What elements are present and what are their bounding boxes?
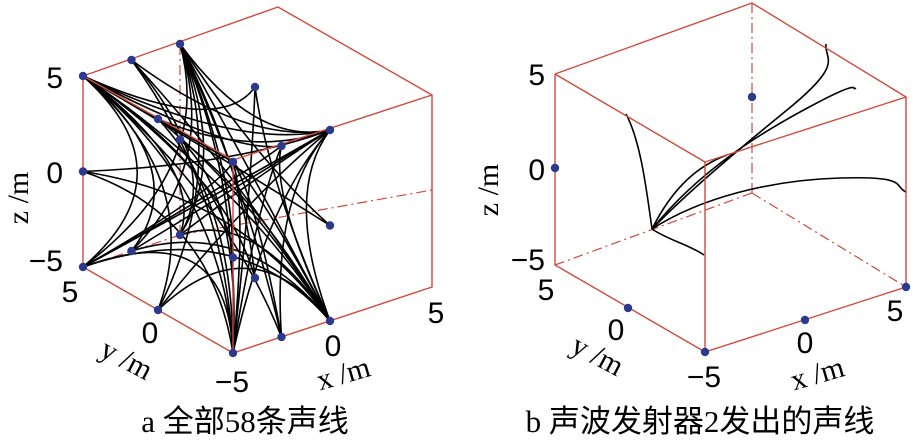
x-tick-0: 0 <box>325 330 342 363</box>
emitter-marker <box>277 141 286 151</box>
ray <box>82 75 331 227</box>
emitter-marker <box>277 332 286 342</box>
emitter-marker <box>250 273 260 283</box>
ray <box>179 43 205 236</box>
y-tick-neg5: −5 <box>687 361 721 394</box>
ray <box>130 59 195 236</box>
ray <box>157 118 234 354</box>
ray <box>82 170 234 354</box>
ray <box>82 170 331 322</box>
x-tick-0: 0 <box>797 327 814 360</box>
x-axis-label: x /m <box>313 351 374 398</box>
emitter-marker <box>153 305 163 315</box>
ray <box>179 229 331 322</box>
ray <box>131 59 331 134</box>
ray-4 <box>625 113 653 230</box>
ray <box>82 75 331 136</box>
ray <box>82 75 138 268</box>
emitter-marker <box>175 135 185 144</box>
ray-3 <box>651 176 907 230</box>
panel-a: 5 0 −5 z /m 5 0 −5 y /m 0 5 x /m a 全部58条… <box>2 6 445 439</box>
z-axis-label: z /m <box>472 164 505 217</box>
ray <box>232 86 256 354</box>
y-tick-neg5: −5 <box>215 366 249 399</box>
emitter-marker <box>127 55 136 65</box>
emitter-marker <box>250 82 260 92</box>
emitter-marker <box>78 71 88 81</box>
ray <box>179 138 331 322</box>
z-axis-label: z /m <box>2 172 35 225</box>
x-tick-5: 5 <box>428 297 445 330</box>
caption-a: a 全部58条声线 <box>141 404 349 439</box>
emitter-marker <box>228 253 238 262</box>
ray <box>82 75 155 252</box>
emitter-marker <box>127 246 136 256</box>
emitter-marker <box>550 163 560 173</box>
ray <box>232 129 331 354</box>
y-tick-0: 0 <box>142 317 159 350</box>
ray <box>82 75 256 111</box>
ray <box>232 145 283 354</box>
emitter-marker <box>175 39 185 49</box>
emitter-marker <box>325 221 335 230</box>
ray <box>157 267 331 322</box>
cube-hidden-edges <box>554 3 907 288</box>
emitter-marker <box>325 316 335 326</box>
z-tick-0: 0 <box>528 154 545 187</box>
ray-5 <box>651 228 705 256</box>
panel-b: 5 0 −5 z /m 5 0 −5 y /m 0 5 x /m b 声波发射器… <box>472 2 911 439</box>
ray <box>82 145 282 268</box>
y-tick-5: 5 <box>62 276 79 309</box>
ray-bundle <box>82 43 331 354</box>
ray <box>179 43 331 227</box>
emitter-marker <box>78 167 88 176</box>
emitter-marker <box>800 315 810 325</box>
z-tick-0: 0 <box>46 157 63 190</box>
ray <box>305 129 331 322</box>
x-tick-5: 5 <box>887 295 904 328</box>
caption-b: b 声波发射器2发出的声线 <box>526 404 875 439</box>
z-tick-5: 5 <box>46 62 63 95</box>
z-tick-neg5: −5 <box>511 244 545 277</box>
emitter-marker <box>747 92 757 102</box>
ray-2 <box>651 86 857 230</box>
ray-bundle <box>625 43 907 256</box>
emitter-markers <box>550 92 911 357</box>
ray-6 <box>651 154 728 230</box>
emitter-marker <box>623 303 633 313</box>
y-tick-5: 5 <box>538 274 555 307</box>
emitter-marker <box>228 157 238 167</box>
emitter-marker <box>700 347 710 357</box>
emitter-markers <box>78 39 335 358</box>
z-tick-5: 5 <box>528 59 545 92</box>
emitter-marker <box>175 230 185 240</box>
ray <box>131 129 331 252</box>
ray-1 <box>651 43 830 230</box>
ray <box>82 248 331 322</box>
z-tick-neg5: −5 <box>29 245 63 278</box>
emitter-marker <box>78 262 88 272</box>
emitter-marker <box>228 348 238 358</box>
emitter-marker <box>153 114 163 124</box>
ray <box>232 161 283 338</box>
ray <box>82 75 185 236</box>
ray <box>131 241 331 322</box>
emitter-marker <box>325 125 335 135</box>
ray <box>254 86 331 322</box>
emitter-marker <box>901 282 911 292</box>
y-tick-0: 0 <box>608 314 625 347</box>
